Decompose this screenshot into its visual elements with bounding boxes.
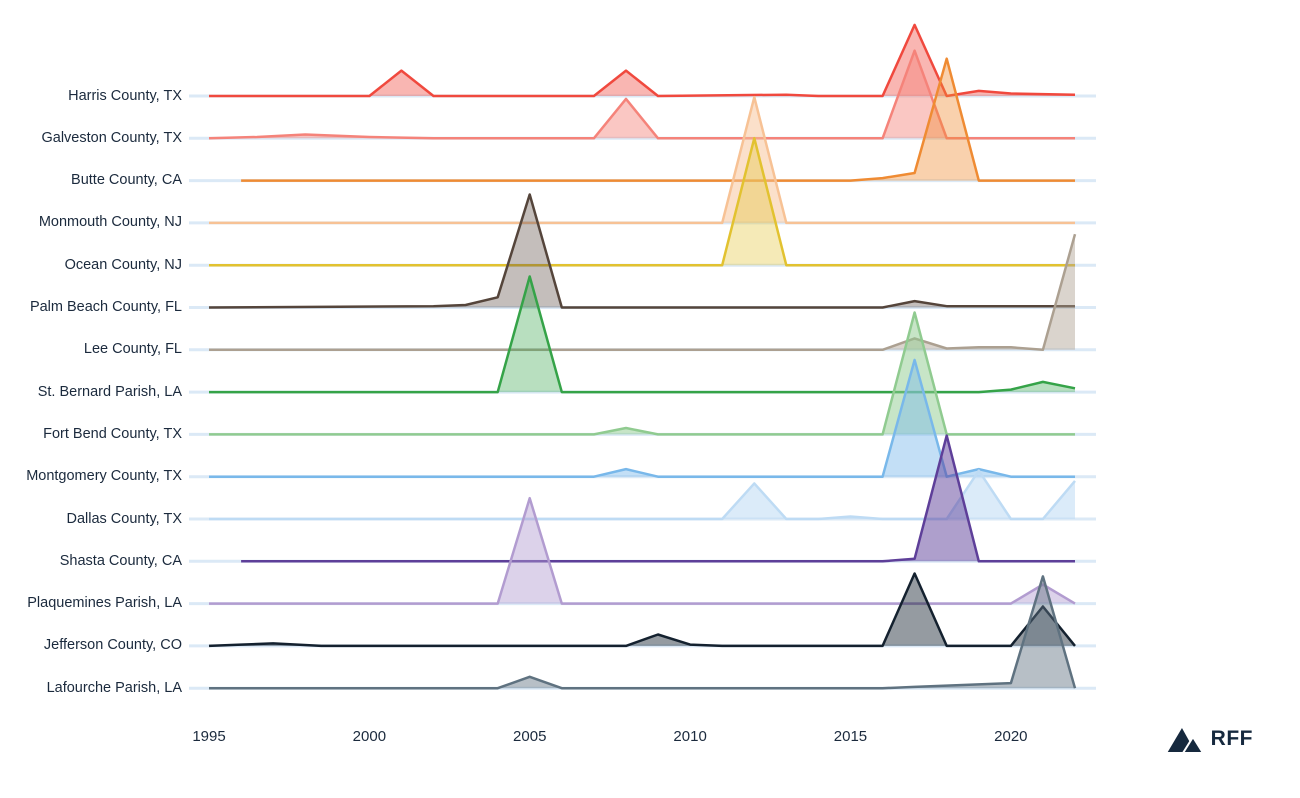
density-area — [209, 359, 1075, 477]
density-area — [209, 194, 1075, 308]
ridge-row — [189, 358, 1096, 479]
ridge-row — [189, 575, 1096, 690]
ridge-row — [189, 275, 1096, 394]
row-label: Butte County, CA — [71, 172, 182, 189]
ridge-row — [189, 496, 1096, 606]
ridge-row — [189, 49, 1096, 140]
row-label: Shasta County, CA — [59, 552, 182, 569]
row-label: Jefferson County, CO — [43, 637, 182, 654]
row-label: Fort Bend County, TX — [43, 425, 182, 442]
rff-logo: RFF — [1164, 724, 1253, 754]
row-label: Plaquemines Parish, LA — [27, 595, 182, 612]
row-label: Lee County, FL — [83, 341, 182, 358]
rff-logo-text: RFF — [1210, 727, 1253, 750]
ridge-row — [189, 572, 1096, 648]
density-area — [209, 234, 1075, 350]
density-line — [208, 49, 1075, 140]
density-area — [209, 24, 1075, 96]
density-line — [209, 311, 1075, 436]
density-line — [208, 572, 1076, 648]
x-tick-label: 2015 — [833, 728, 868, 745]
ridge-row — [189, 434, 1096, 563]
density-line — [209, 233, 1077, 352]
ridge-row — [189, 95, 1096, 225]
ridge-row — [189, 57, 1096, 183]
density-line — [209, 575, 1077, 690]
ridge-row — [189, 193, 1096, 309]
density-line — [209, 275, 1076, 394]
density-area — [241, 58, 1076, 181]
density-line — [208, 193, 1075, 309]
x-tick-label: 2010 — [673, 728, 707, 745]
density-area — [209, 470, 1075, 519]
density-line — [241, 57, 1075, 182]
row-label: Lafourche Parish, LA — [46, 679, 182, 696]
density-line — [209, 358, 1075, 478]
row-label: Ocean County, NJ — [64, 256, 182, 273]
density-area — [209, 50, 1075, 139]
mountains-icon — [1164, 724, 1203, 754]
density-area — [241, 435, 1076, 562]
row-label: Palm Beach County, FL — [29, 299, 182, 315]
density-line — [209, 496, 1076, 605]
density-line — [209, 469, 1076, 521]
ridge-row — [189, 311, 1096, 436]
row-label: Monmouth County, NJ — [38, 214, 182, 231]
row-label: Harris County, TX — [68, 87, 182, 104]
x-tick-label: 1995 — [192, 728, 226, 745]
x-tick-label: 2005 — [513, 728, 547, 745]
row-label: St. Bernard Parish, LA — [37, 383, 182, 400]
density-line — [209, 95, 1075, 225]
density-area — [209, 573, 1075, 646]
x-tick-label: 2000 — [352, 728, 387, 745]
ridge-row — [189, 23, 1096, 98]
density-area — [209, 276, 1075, 393]
ridge-row — [189, 136, 1096, 267]
density-line — [209, 23, 1076, 98]
density-line — [209, 136, 1075, 267]
density-area — [209, 576, 1075, 689]
x-tick-label: 2020 — [994, 728, 1028, 745]
density-area — [209, 312, 1075, 435]
row-label: Dallas County, TX — [66, 510, 182, 527]
density-line — [241, 434, 1075, 563]
row-label: Galveston County, TX — [41, 129, 182, 146]
ridge-row — [189, 233, 1096, 352]
row-label: Montgomery County, TX — [26, 468, 182, 485]
